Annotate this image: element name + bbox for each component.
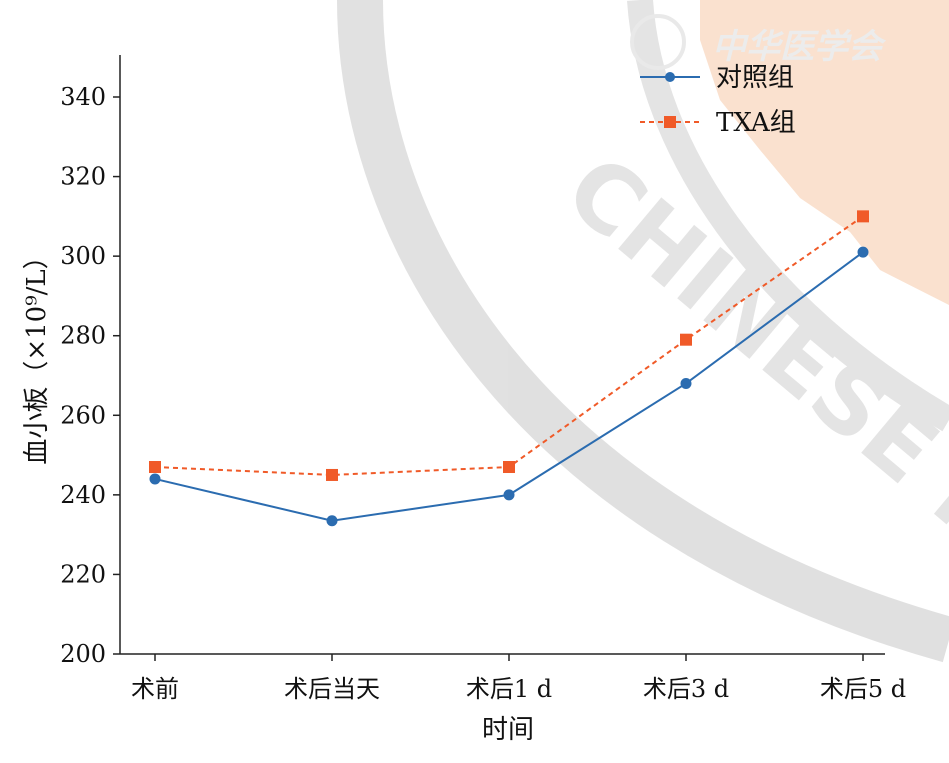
data-point-square bbox=[680, 333, 692, 346]
x-tick-label: 术后1 d bbox=[466, 675, 552, 703]
legend-item-control: 对照组 bbox=[640, 63, 794, 93]
x-tick-label: 术后当天 bbox=[284, 675, 380, 703]
data-point-square bbox=[503, 461, 515, 474]
data-point-square bbox=[149, 461, 161, 474]
watermark-ring bbox=[337, 0, 949, 663]
x-tick-label: 术前 bbox=[131, 675, 179, 703]
data-point-circle bbox=[149, 473, 161, 485]
watermark-ring-inner bbox=[627, 0, 949, 432]
legend-item-txa: TXA组 bbox=[640, 108, 796, 138]
watermark-orange-shape bbox=[700, 0, 949, 305]
y-tick-label: 240 bbox=[60, 481, 106, 509]
y-axis-title: 血小板（×10⁹/L） bbox=[22, 243, 52, 464]
data-point-circle bbox=[503, 489, 515, 501]
y-tick-label: 300 bbox=[60, 242, 106, 270]
legend-label-txa: TXA组 bbox=[716, 108, 796, 138]
x-tick-label: 术后5 d bbox=[820, 675, 906, 703]
data-point-square bbox=[326, 468, 338, 481]
data-point-circle bbox=[857, 246, 869, 258]
y-tick-label: 260 bbox=[60, 401, 106, 429]
watermark-seal-icon bbox=[630, 14, 686, 70]
legend-marker-control bbox=[665, 72, 675, 82]
y-tick-label: 200 bbox=[60, 640, 106, 668]
data-point-square bbox=[857, 210, 869, 223]
series-layer bbox=[149, 210, 869, 527]
data-point-circle bbox=[680, 377, 692, 389]
y-tick-label: 320 bbox=[60, 163, 106, 191]
y-tick-label: 220 bbox=[60, 560, 106, 588]
x-axis-title: 时间 bbox=[482, 715, 534, 745]
legend-marker-txa bbox=[664, 116, 676, 128]
y-tick-label: 340 bbox=[60, 83, 106, 111]
y-ticks: 200 220 240 260 280 300 320 340 bbox=[60, 83, 120, 668]
legend: 对照组 TXA组 bbox=[640, 63, 796, 138]
legend-label-control: 对照组 bbox=[716, 63, 794, 93]
watermark-seal-text: 中华医学会 bbox=[712, 27, 887, 67]
data-point-circle bbox=[326, 515, 338, 527]
x-ticks: 术前 术后当天 术后1 d 术后3 d 术后5 d bbox=[131, 654, 906, 703]
x-tick-label: 术后3 d bbox=[643, 675, 729, 703]
y-tick-label: 280 bbox=[60, 322, 106, 350]
watermark: CHINESE MEDIC 中华医学会 bbox=[337, 0, 949, 739]
